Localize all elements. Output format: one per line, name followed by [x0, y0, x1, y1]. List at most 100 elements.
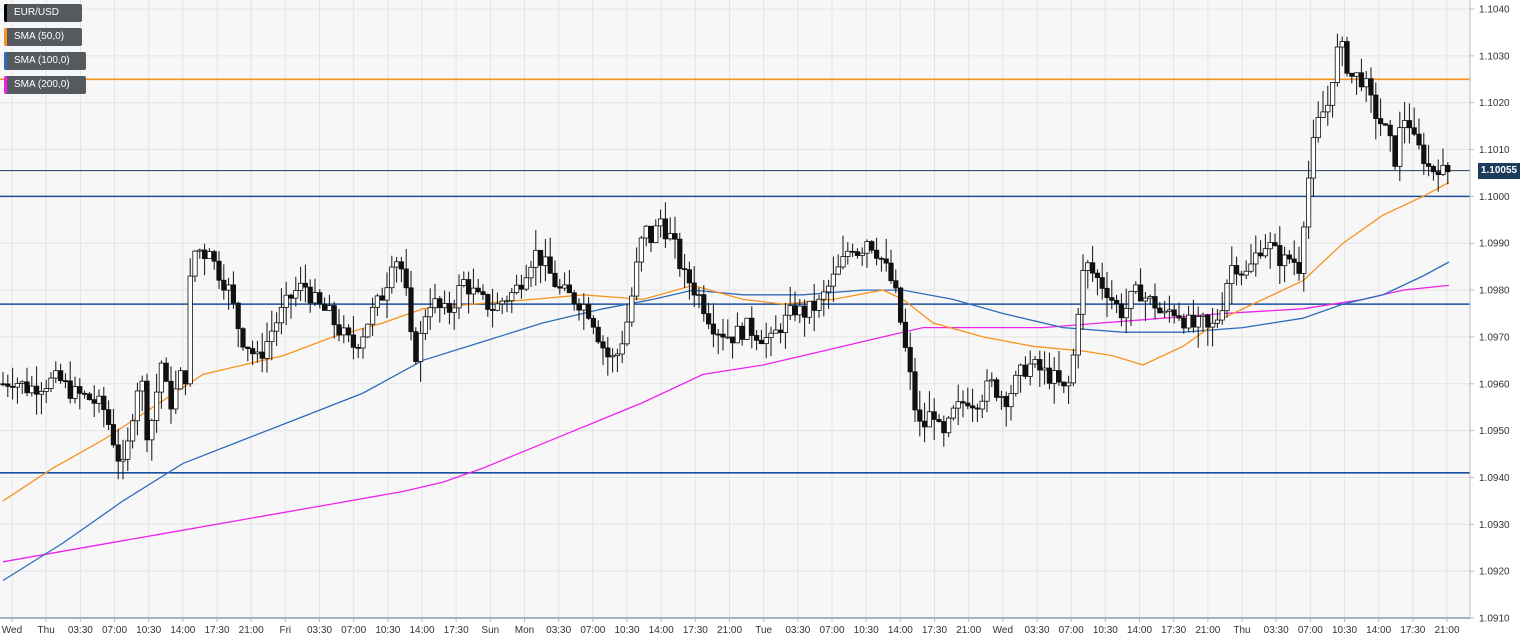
y-tick-label: 1.0920 [1479, 567, 1510, 578]
candle-body [763, 337, 769, 345]
candle-body [1123, 308, 1129, 319]
candle-body [168, 380, 174, 410]
candle-body [62, 380, 69, 383]
candle-body [1075, 313, 1081, 356]
candle-body [677, 238, 683, 270]
candle-body [297, 282, 304, 291]
candle-body [706, 313, 712, 325]
y-tick-label: 1.0950 [1479, 426, 1510, 437]
x-tick-label: 07:00 [102, 625, 127, 636]
y-tick-label: 1.1030 [1479, 51, 1510, 62]
candle-body [451, 307, 457, 313]
candle-body [682, 268, 688, 271]
candle-body [1099, 277, 1105, 289]
candle-body [1267, 242, 1273, 250]
candle-body [1061, 381, 1067, 387]
legend-sma100[interactable]: SMA (100,0) [4, 52, 86, 70]
x-tick-label: 14:00 [409, 625, 434, 636]
x-tick-label: 07:00 [1059, 625, 1084, 636]
candle-body [273, 322, 280, 332]
candle-body [1200, 314, 1206, 317]
candle-body [225, 284, 232, 291]
candle-body [278, 307, 285, 324]
x-tick-label: 14:00 [170, 625, 195, 636]
candle-body [787, 305, 793, 316]
candle-body [465, 279, 472, 295]
candle-body [1426, 163, 1432, 167]
candle-body [475, 287, 481, 293]
candle-body [619, 343, 625, 355]
candle-body [177, 370, 184, 390]
candle-body [307, 286, 313, 304]
candle-body [374, 295, 381, 308]
candle-body [221, 279, 227, 291]
candle-body [629, 295, 635, 323]
candle-body [1397, 127, 1403, 167]
candle-body [1056, 370, 1062, 383]
candle-body [67, 380, 73, 399]
candle-body [802, 305, 808, 318]
candle-body [408, 287, 414, 333]
candle-body [854, 251, 861, 256]
candle-body [389, 266, 395, 289]
candle-body [34, 385, 40, 395]
x-tick-label: 03:30 [785, 625, 810, 636]
x-tick-label: 07:00 [819, 625, 844, 636]
candle-body [696, 294, 702, 297]
x-tick-label: 21:00 [717, 625, 742, 636]
legend-sma200[interactable]: SMA (200,0) [4, 76, 86, 94]
candle-body [960, 401, 966, 404]
candle-body [715, 333, 721, 336]
candle-body [341, 327, 347, 336]
y-tick-label: 1.0970 [1479, 332, 1510, 343]
candle-body [701, 294, 707, 315]
candle-body [1363, 78, 1369, 88]
candle-body [1262, 248, 1268, 257]
candle-body [811, 300, 817, 311]
candle-body [24, 381, 30, 394]
candle-body [614, 353, 621, 357]
legend-eurusd-swatch [4, 4, 7, 22]
candle-body [936, 419, 942, 422]
candle-body [989, 379, 995, 382]
candle-body [1013, 374, 1019, 394]
candle-body [941, 421, 947, 434]
candle-body [1315, 117, 1321, 139]
candle-body [869, 241, 875, 251]
candle-body [826, 285, 832, 293]
candle-body [845, 250, 851, 257]
candle-body [129, 420, 136, 442]
candle-body [192, 250, 198, 277]
candle-body [581, 304, 587, 311]
x-tick-label: 14:00 [649, 625, 674, 636]
current-price-tag: 1.10055 [1478, 163, 1520, 179]
candle-body [197, 249, 203, 252]
candle-body [878, 257, 885, 260]
sma200-line [2, 284, 1450, 563]
legend-sma50[interactable]: SMA (50,0) [4, 28, 82, 46]
candle-body [360, 336, 366, 349]
candle-body [264, 341, 270, 359]
x-tick-label: Sun [481, 625, 499, 636]
candle-body [1272, 242, 1278, 246]
candle-body [1306, 177, 1312, 228]
candle-body [1090, 262, 1096, 274]
x-tick-label: 17:30 [683, 625, 708, 636]
candle-body [1152, 296, 1158, 309]
candle-body [115, 444, 121, 462]
candle-body [634, 261, 640, 297]
candle-body [514, 284, 520, 293]
legend-eurusd[interactable]: EUR/USD [4, 4, 82, 22]
candle-body [110, 424, 116, 446]
candle-body [29, 385, 35, 394]
grid [0, 0, 1470, 619]
candle-body [624, 321, 630, 345]
candle-body [427, 307, 433, 318]
candle-body [413, 331, 419, 362]
candle-body [1296, 262, 1302, 274]
candle-body [1392, 135, 1398, 167]
candle-body [1171, 309, 1177, 317]
candle-body [1248, 263, 1254, 272]
candle-body [321, 303, 328, 311]
